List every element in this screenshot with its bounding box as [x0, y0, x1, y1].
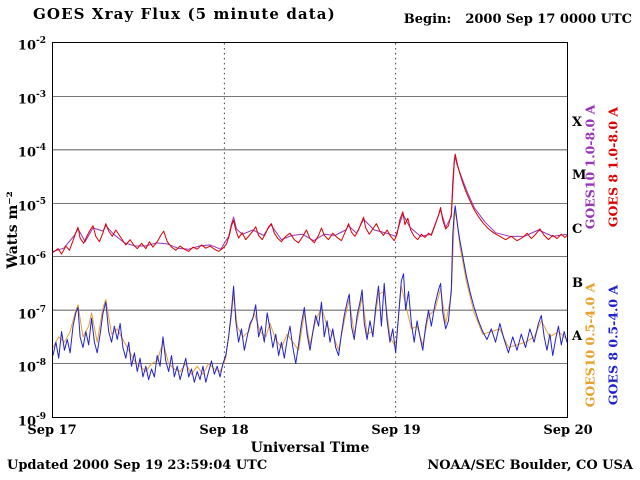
series-label-goes10-short: GOES10 0.5-4.0 A — [582, 282, 598, 408]
begin-label: Begin: — [403, 12, 452, 27]
y-tick-label: 10-4 — [17, 143, 46, 161]
updated-timestamp: Updated 2000 Sep 19 23:59:04 UTC — [7, 458, 268, 473]
y-tick-label: 10-2 — [17, 36, 46, 54]
series-label-goes10-long: GOES10 1.0-8.0 A — [582, 104, 598, 230]
y-tick-label: 10-5 — [17, 197, 46, 215]
series-goes8-short-line — [53, 205, 567, 383]
flare-class-scale: X M C B A — [572, 42, 586, 418]
series-label-goes8-short: GOES 8 0.5-4.0 A — [605, 284, 621, 406]
y-tick-label: 10-9 — [17, 412, 46, 430]
flare-class-m: M — [572, 168, 587, 184]
x-tick-label: Sep 20 — [543, 423, 593, 438]
y-tick-label: 10-8 — [17, 358, 46, 376]
flare-class-a: A — [572, 329, 583, 345]
page-title: GOES Xray Flux (5 minute data) — [33, 5, 336, 23]
series-label-goes8-long: GOES 8 1.0-8.0 A — [605, 106, 621, 228]
y-axis-ticks: 10-2 10-3 10-4 10-5 10-6 10-7 10-8 10-9 — [0, 36, 49, 429]
flare-class-x: X — [572, 114, 583, 130]
y-tick-label: 10-6 — [17, 250, 46, 269]
xray-flux-chart — [52, 42, 568, 418]
begin-value: 2000 Sep 17 0000 UTC — [465, 12, 632, 27]
credit-text: NOAA/SEC Boulder, CO USA — [427, 458, 633, 473]
begin-time: Begin: 2000 Sep 17 0000 UTC — [404, 12, 632, 27]
x-tick-label: Sep 18 — [199, 423, 249, 438]
x-tick-label: Sep 19 — [371, 423, 421, 438]
series-goes8-long-line — [53, 153, 567, 255]
chart-canvas — [53, 43, 567, 417]
flare-class-c: C — [572, 222, 583, 237]
series-goes10-long-line — [53, 155, 567, 252]
y-tick-label: 10-7 — [17, 304, 46, 322]
x-axis-title: Universal Time — [250, 440, 370, 456]
flare-class-b: B — [572, 275, 583, 291]
y-tick-label: 10-3 — [17, 89, 46, 108]
x-tick-label: Sep 17 — [27, 423, 77, 438]
x-axis-ticks: Sep 17 Sep 18 Sep 19 Sep 20 — [27, 423, 592, 439]
